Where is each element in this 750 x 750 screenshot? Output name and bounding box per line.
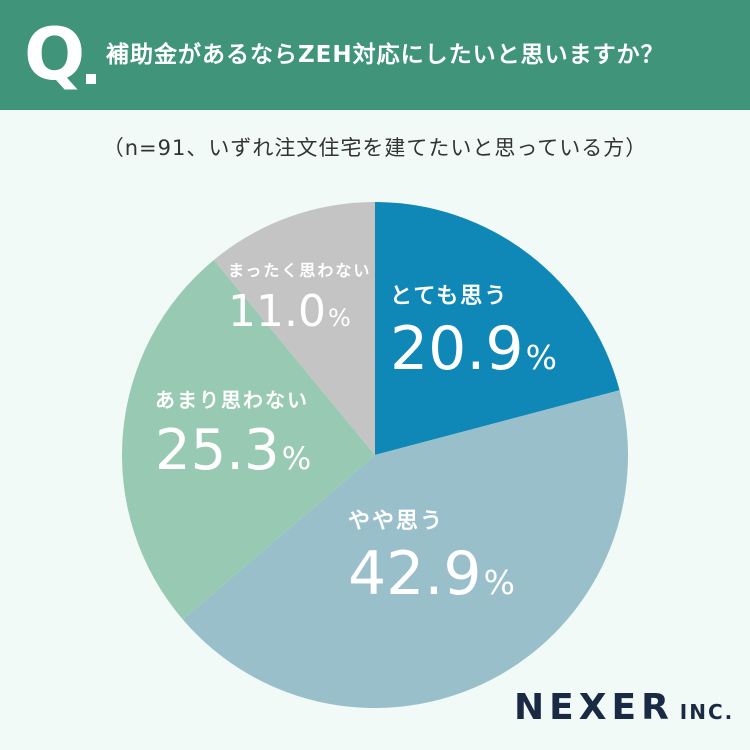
slice-unit-4: % bbox=[328, 304, 351, 332]
header-bar: Q 補助金があるならZEH対応にしたいと思いますか？ bbox=[0, 0, 750, 110]
pie-slice-2 bbox=[182, 390, 629, 708]
q-mark: Q bbox=[24, 12, 86, 96]
slice-unit-3: % bbox=[282, 441, 311, 477]
slice-label-3: あまり思わない bbox=[155, 388, 309, 412]
pie-slice-1 bbox=[375, 202, 620, 455]
chart-subtitle: （n=91、いずれ注文住宅を建てたいと思っている方） bbox=[102, 136, 648, 160]
pie-slice-4 bbox=[213, 202, 375, 455]
slice-label-1: とても思う bbox=[390, 284, 508, 309]
pie-labels: とても思う20.9%やや思う42.9%あまり思わない25.3%まったく思わない1… bbox=[155, 261, 557, 609]
pie-slice-3 bbox=[121, 259, 376, 620]
logo-sub: INC. bbox=[679, 700, 735, 724]
question-title: 補助金があるならZEH対応にしたいと思いますか？ bbox=[106, 42, 665, 68]
nexer-logo: NEXER INC. bbox=[514, 686, 734, 736]
slice-label-2: やや思う bbox=[348, 509, 444, 534]
slice-value-1: 20.9% bbox=[390, 314, 557, 384]
logo-main: NEXER bbox=[514, 687, 674, 728]
slice-unit-2: % bbox=[484, 563, 515, 602]
q-dot bbox=[86, 74, 96, 84]
slice-unit-1: % bbox=[526, 338, 557, 377]
pie-slices bbox=[121, 202, 629, 708]
slice-label-4: まったく思わない bbox=[228, 261, 371, 280]
